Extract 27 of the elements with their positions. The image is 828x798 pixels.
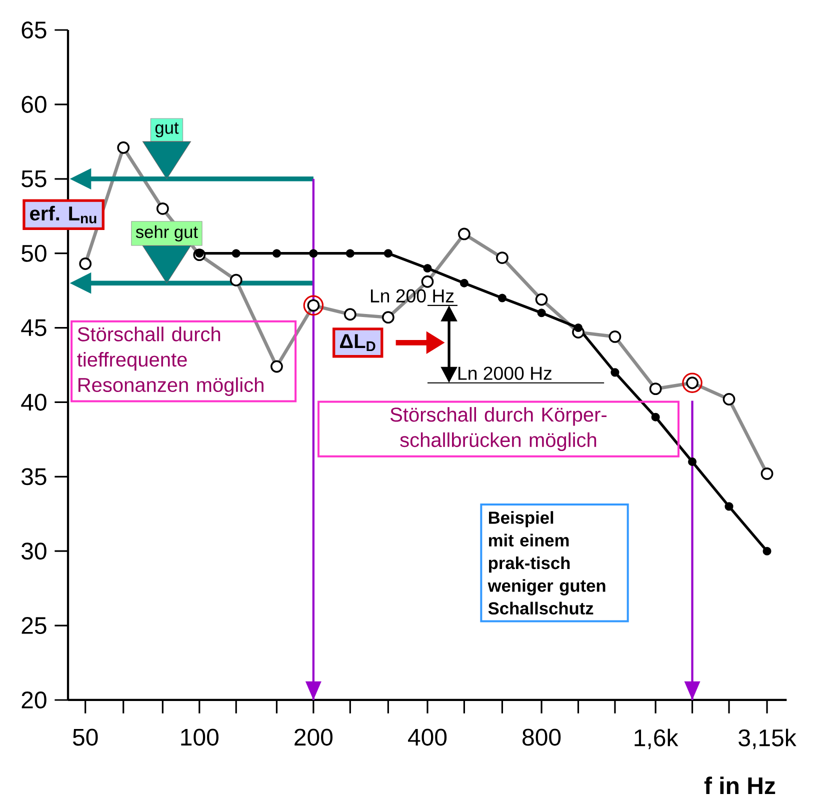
x-tick-label: 400 [408, 728, 447, 746]
y-tick-label: 50 [22, 244, 46, 262]
annotation: ΔL$_{D}$ [340, 334, 376, 352]
annotation: Beispiel mit einem prak-tisch weniger guten Schallschutz [488, 511, 606, 615]
y-tick-label: 20 [22, 691, 46, 708]
y-tick-label: 40 [21, 394, 46, 411]
y-tick-label: 45 [21, 319, 46, 336]
y-tick-label: 60 [22, 96, 46, 113]
y-tick-label: 35 [22, 468, 46, 486]
annotation: Ln 200 Hz [370, 289, 454, 303]
annotation: erf. L$_{nu}$ [30, 206, 96, 224]
x-axis-title: f in Hz [704, 776, 776, 794]
y-tick-label: 30 [22, 542, 46, 560]
x-tick-label: 200 [294, 728, 333, 746]
x-tick-label: 1,6k [634, 728, 678, 750]
annotation: Ln 2000 Hz [458, 366, 552, 380]
ref-line-label: gut [155, 122, 179, 138]
annotation: Störschall durch Körper-schallbrücken möglich [390, 407, 606, 452]
y-tick-label: 25 [22, 617, 46, 634]
y-tick-label: 65 [22, 21, 46, 38]
x-tick-label: 3,15k [738, 728, 796, 750]
y-tick-label: 55 [22, 170, 46, 188]
x-tick-label: 50 [72, 728, 98, 746]
annotation: Störschall durch tieffrequente Resonanzen möglich [77, 326, 264, 396]
ref-line-label: sehr gut [136, 225, 198, 242]
x-tick-label: 100 [181, 728, 218, 746]
x-tick-label: 800 [522, 728, 561, 746]
